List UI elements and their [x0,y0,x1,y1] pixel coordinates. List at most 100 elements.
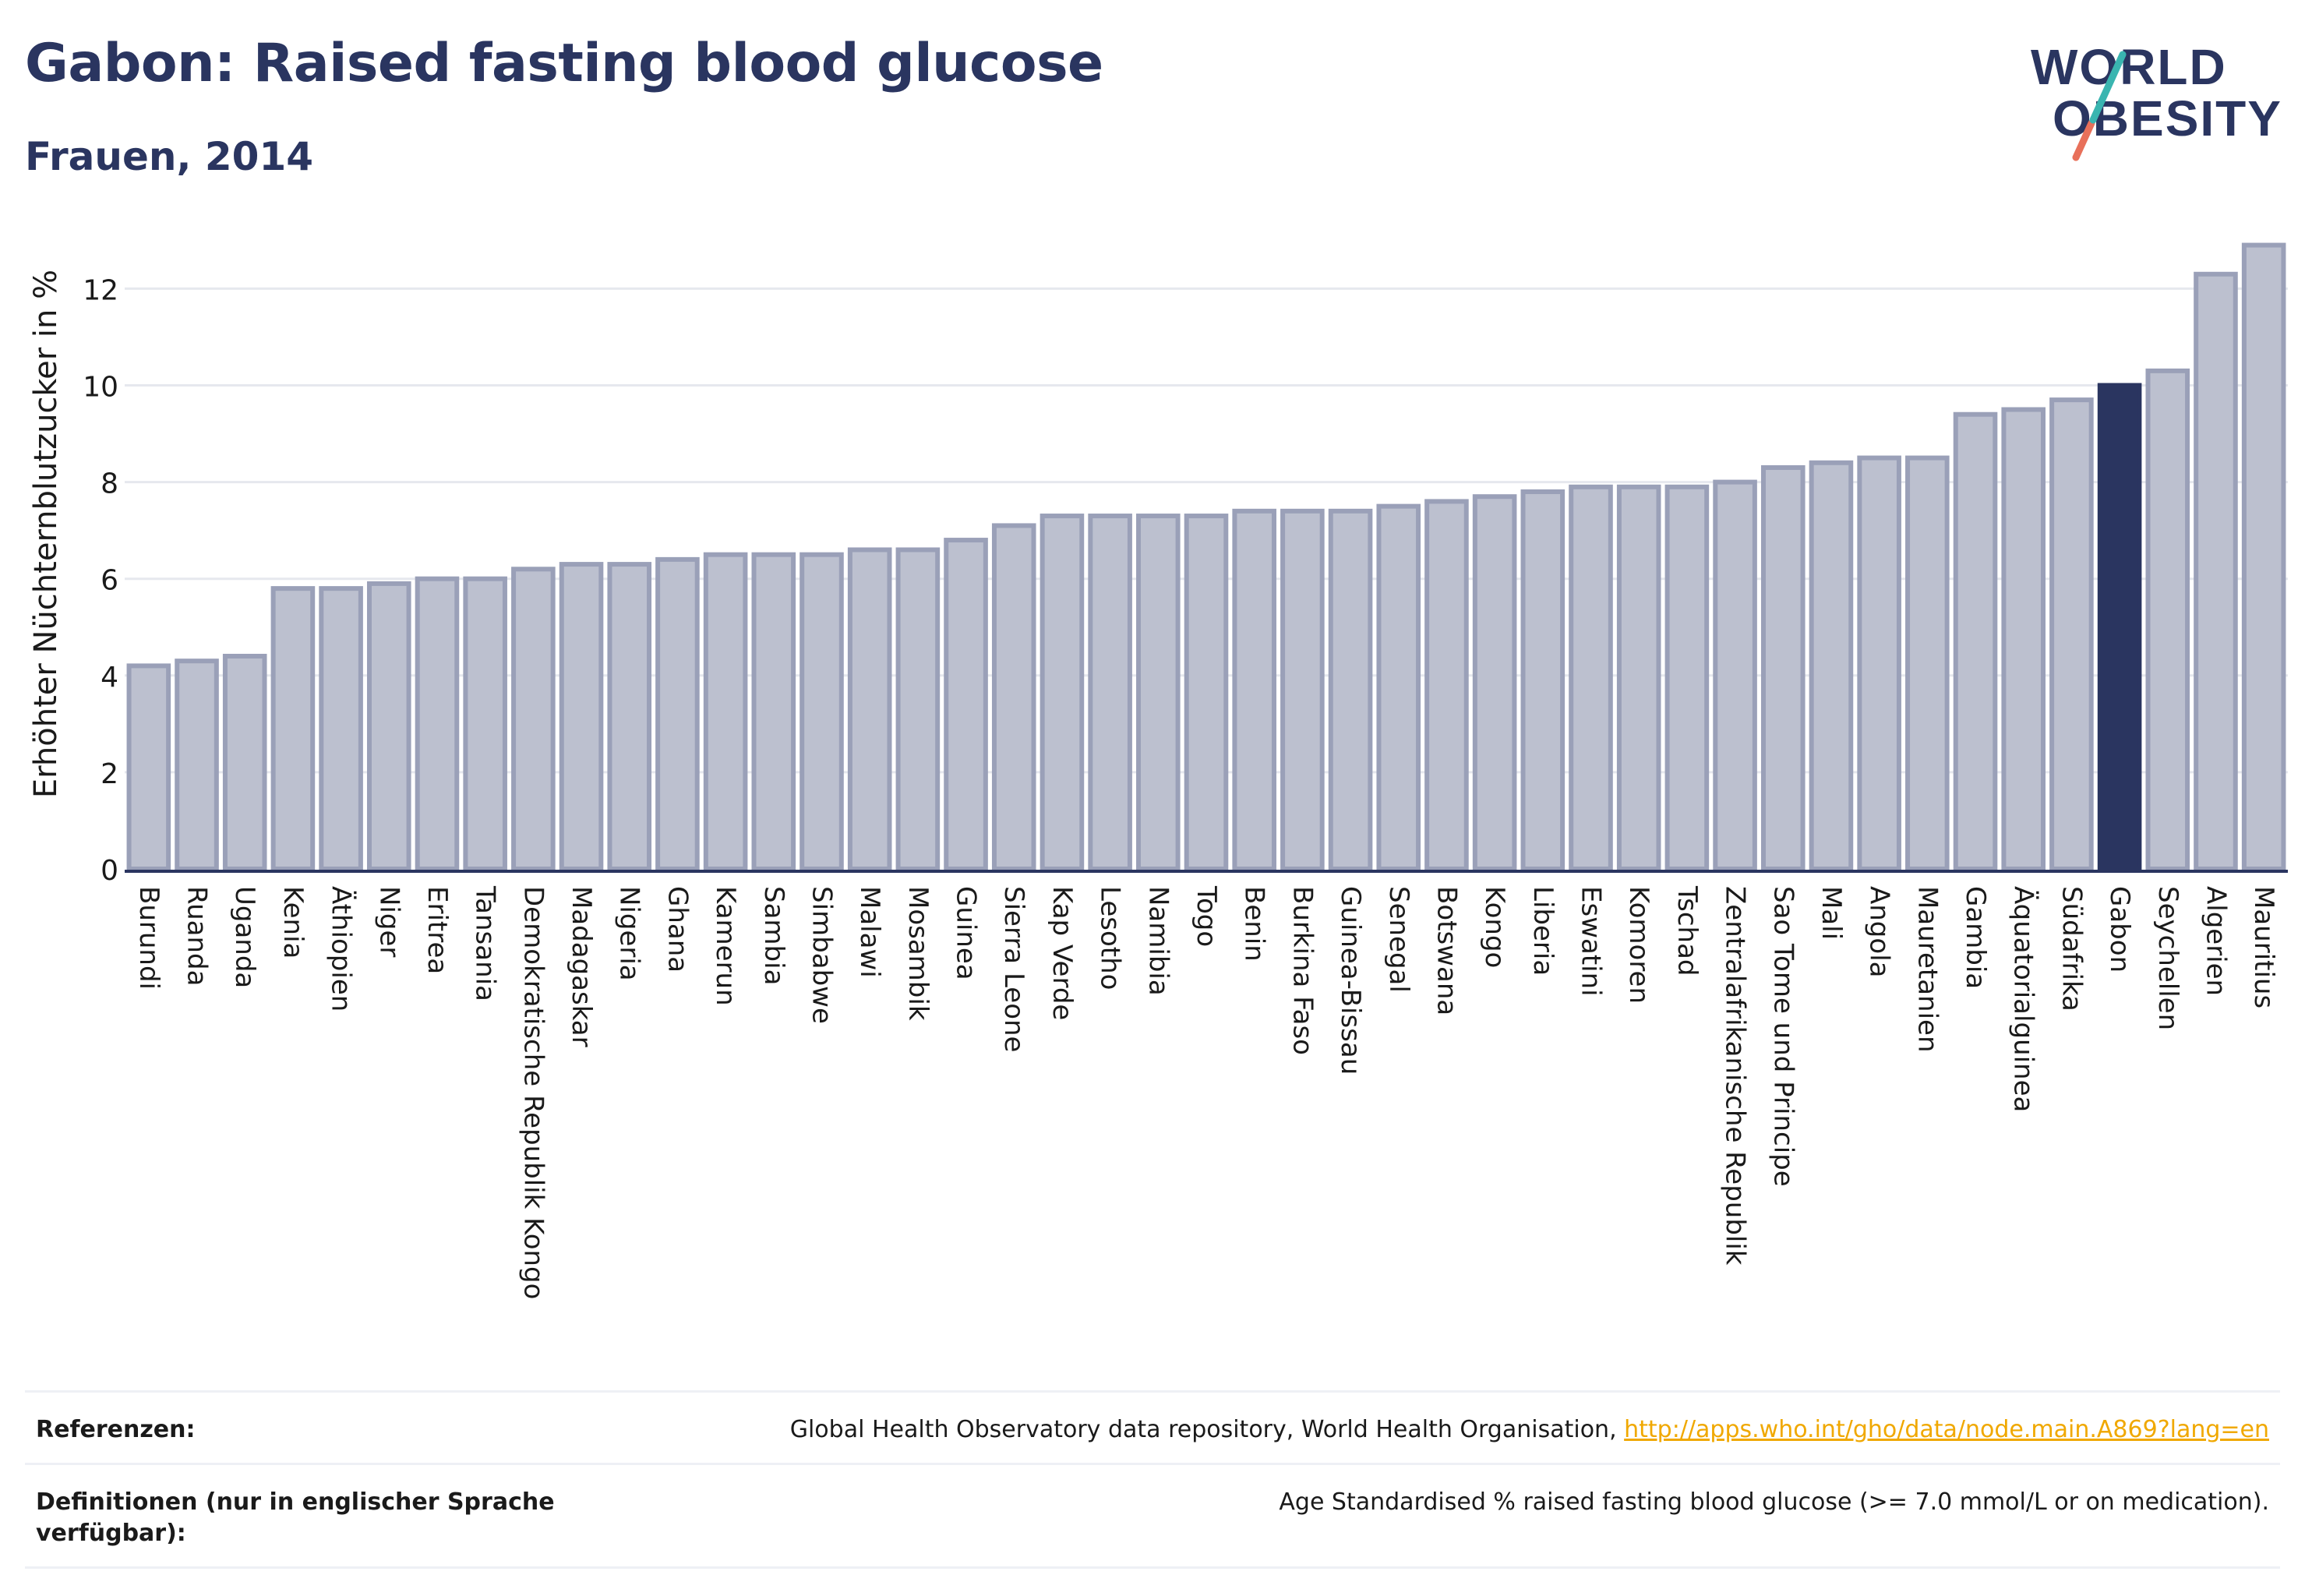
bar [1328,508,1373,871]
page-subtitle: Frauen, 2014 [25,134,314,179]
references-text: Global Health Observatory data repositor… [789,1416,1625,1443]
x-tick-label: Kap Verde [1047,886,1078,1020]
x-tick-label: Namibia [1142,886,1174,996]
x-tick-label: Lesotho [1095,886,1126,990]
y-tick-label: 4 [101,662,118,694]
x-tick-label: Ruanda [182,886,213,986]
bar [703,552,748,871]
references-value: Global Health Observatory data repositor… [790,1414,2269,1446]
y-axis-ticks: 0 2 4 6 8 10 12 [83,274,118,887]
bar [222,653,267,871]
bar [1760,464,1806,871]
bar [2001,407,2046,871]
bar [751,552,796,871]
bar [1136,514,1181,871]
x-tick-label: Benin [1239,886,1270,962]
bar [1424,499,1469,871]
bar [175,659,219,871]
x-tick-label: Zentralafrikanische Republik [1720,886,1751,1266]
x-tick-label: Simbabwe [806,886,837,1024]
x-tick-label: Kongo [1479,886,1510,968]
x-tick-label: Äthiopien [326,886,357,1012]
x-tick-label: Ghana [662,886,693,973]
y-tick-label: 10 [83,372,118,404]
definitions-value: Age Standardised % raised fasting blood … [1279,1488,2269,1516]
bar [1953,411,1998,872]
bar [1664,484,1710,871]
bar-chart: 0 2 4 6 8 10 12 Burundi Ruanda Uganda Kenia Äthiop… [28,242,2288,1299]
x-tick-label: Senegal [1383,886,1414,993]
bar [991,523,1036,871]
bar [1088,514,1132,871]
x-tick-label: Sierra Leone [998,886,1029,1052]
x-tick-label: Liberia [1527,886,1558,976]
x-tick-label: Mosambik [902,886,934,1021]
x-tick-label: Äquatorialguinea [2008,886,2039,1112]
x-tick-label: Niger [373,886,404,957]
x-tick-label: Eritrea [422,886,453,974]
x-tick-label: Sao Tome und Principe [1767,886,1798,1187]
bar [511,567,556,871]
bar [1184,514,1229,871]
bar [1616,484,1661,871]
x-tick-label: Burundi [133,886,164,990]
bar [1232,508,1276,871]
bar [800,552,844,871]
x-tick-label: Gabon [2104,886,2135,973]
x-tick-label: Kenia [277,886,309,959]
x-tick-label: Mauritius [2248,886,2279,1008]
x-tick-label: Madagaskar [566,886,597,1047]
x-tick-label: Sambia [758,886,789,985]
x-tick-label: Südafrika [2056,886,2087,1012]
x-tick-label: Guinea [951,886,982,980]
y-tick-label: 6 [101,565,118,597]
x-tick-label: Tschad [1671,885,1703,976]
x-tick-label: Kamerun [710,886,741,1006]
x-axis-labels: Burundi Ruanda Uganda Kenia Äthiopien Niger Er… [133,885,2279,1299]
bar [1520,489,1565,871]
x-tick-label: Angola [1864,886,1895,977]
definitions-row: Definitionen (nur in englischer Sprache … [25,1463,2280,1569]
definitions-label: Definitionen (nur in englischer Sprache … [36,1488,555,1547]
bar [126,663,171,871]
x-tick-label: Seychellen [2152,886,2183,1030]
bar [319,586,363,871]
bar [1857,455,1901,871]
references-row: Referenzen: Global Health Observatory da… [25,1390,2280,1463]
bar [2145,368,2190,871]
x-tick-label: Eswatini [1576,886,1607,997]
bar [1713,479,1757,871]
x-tick-label: Guinea-Bissau [1335,886,1366,1075]
y-axis-title: Erhöhter Nüchternblutzucker in % [28,270,64,798]
bar [944,538,988,871]
x-tick-label: Uganda [229,886,260,988]
bar [2194,271,2238,872]
bar [415,576,460,871]
bar [847,547,892,871]
bar [1472,494,1517,871]
x-tick-label: Mauretanien [1911,886,1943,1053]
bar [1280,508,1325,871]
x-tick-label: Gambia [1960,886,1991,989]
x-tick-label: Malawi [854,886,885,978]
references-link[interactable]: http://apps.who.int/gho/data/node.main.A… [1624,1416,2269,1443]
x-tick-label: Mali [1816,886,1847,940]
bar [1809,460,1854,871]
x-tick-label: Botswana [1431,886,1462,1015]
y-tick-label: 8 [101,468,118,500]
x-tick-label: Nigeria [614,886,645,981]
bar [1040,514,1085,871]
bar [366,581,411,871]
world-obesity-logo: WORLD OBESITY [2031,23,2288,164]
bar [463,576,507,871]
page-title: Gabon: Raised fasting blood glucose [25,33,1103,94]
bar [1376,503,1421,871]
logo-slash-icon [2072,51,2127,161]
bar [2097,383,2142,871]
logo-text-world: WORLD [2031,39,2227,95]
bar [559,562,604,871]
x-tick-label: Togo [1191,885,1222,947]
bar [655,556,700,871]
y-tick-label: 0 [101,855,118,887]
x-tick-label: Demokratische Republik Kongo [517,886,549,1299]
